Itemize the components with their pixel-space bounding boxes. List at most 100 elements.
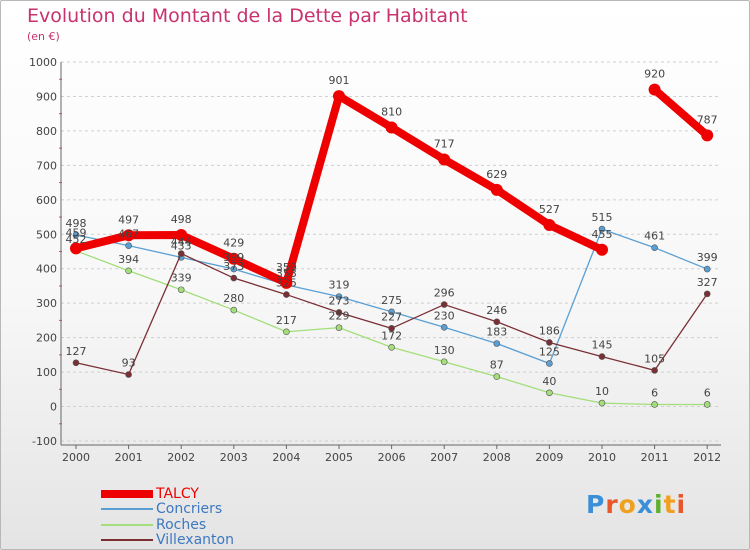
series-line-talcy bbox=[72, 92, 606, 287]
data-label-villexanton: 327 bbox=[697, 276, 718, 289]
x-tick-label: 2005 bbox=[325, 451, 353, 464]
data-point-villexanton bbox=[598, 353, 606, 360]
data-label-roches: 40 bbox=[542, 375, 556, 388]
legend-item-talcy: TALCY bbox=[101, 486, 199, 502]
data-label-concriers: 467 bbox=[118, 228, 139, 241]
data-point-concriers bbox=[546, 360, 553, 367]
logo-letter: t bbox=[663, 490, 677, 519]
data-label-talcy: 717 bbox=[434, 138, 455, 151]
data-point-roches bbox=[283, 328, 290, 336]
data-label-talcy: 787 bbox=[697, 113, 718, 126]
data-label-talcy: 920 bbox=[644, 68, 665, 81]
data-point-roches bbox=[703, 401, 711, 408]
data-point-concriers bbox=[703, 265, 711, 273]
data-label-roches: 172 bbox=[381, 329, 402, 342]
data-label-villexanton: 246 bbox=[486, 304, 507, 317]
x-tick-label: 2011 bbox=[641, 451, 669, 464]
data-label-talcy: 810 bbox=[381, 105, 402, 118]
chart-title: Evolution du Montant de la Dette par Hab… bbox=[27, 5, 468, 27]
y-tick-label: 300 bbox=[36, 297, 57, 310]
data-point-talcy bbox=[122, 229, 135, 242]
data-label-villexanton: 145 bbox=[592, 339, 613, 352]
data-label-villexanton: 373 bbox=[223, 260, 244, 273]
data-point-roches bbox=[388, 343, 395, 351]
data-label-concriers: 183 bbox=[486, 325, 507, 338]
data-point-villexanton bbox=[388, 325, 395, 332]
data-point-concriers bbox=[440, 323, 448, 331]
data-point-concriers bbox=[651, 244, 658, 252]
x-tick-label: 2008 bbox=[483, 451, 511, 464]
data-label-villexanton: 105 bbox=[644, 352, 665, 365]
legend-swatch-talcy bbox=[101, 490, 153, 498]
y-tick-label: 0 bbox=[50, 401, 57, 414]
data-labels: 4984674333993533192752301831255154613994… bbox=[66, 68, 718, 400]
y-tick-label: 800 bbox=[36, 125, 57, 138]
x-tick-label: 2003 bbox=[220, 451, 248, 464]
data-label-roches: 394 bbox=[118, 253, 139, 266]
y-tick-label: 600 bbox=[36, 194, 57, 207]
data-label-talcy: 455 bbox=[592, 228, 613, 241]
logo-letter: x bbox=[636, 490, 654, 519]
data-point-talcy bbox=[70, 242, 82, 255]
legend-swatch-roches bbox=[101, 524, 153, 526]
data-label-talcy: 498 bbox=[171, 213, 192, 226]
data-point-villexanton bbox=[703, 290, 711, 298]
data-point-talcy bbox=[543, 218, 556, 231]
legend-swatch-villexanton bbox=[101, 539, 153, 541]
x-tick-label: 2002 bbox=[167, 451, 195, 464]
data-point-villexanton bbox=[546, 339, 553, 346]
data-label-concriers: 353 bbox=[276, 267, 297, 280]
data-point-talcy bbox=[227, 252, 240, 265]
data-label-villexanton: 325 bbox=[276, 277, 297, 290]
data-point-talcy bbox=[280, 276, 293, 289]
data-point-villexanton bbox=[125, 371, 132, 378]
data-label-villexanton: 444 bbox=[171, 236, 192, 249]
data-point-villexanton bbox=[493, 318, 501, 326]
data-point-concriers bbox=[335, 293, 343, 300]
data-point-villexanton bbox=[440, 301, 448, 308]
y-tick-label: 200 bbox=[36, 332, 57, 345]
data-label-concriers: 230 bbox=[434, 309, 455, 322]
legend-item-villexanton: Villexanton bbox=[101, 532, 234, 548]
x-tick-label: 2009 bbox=[535, 451, 563, 464]
y-tick-label: 700 bbox=[36, 159, 57, 172]
x-tick-label: 2006 bbox=[378, 451, 406, 464]
data-label-villexanton: 227 bbox=[381, 310, 402, 323]
data-label-roches: 87 bbox=[490, 359, 504, 372]
data-label-talcy: 359 bbox=[276, 261, 297, 274]
data-label-roches: 280 bbox=[223, 292, 244, 305]
x-tick-label: 2000 bbox=[62, 451, 90, 464]
data-label-concriers: 433 bbox=[171, 239, 192, 252]
data-point-roches bbox=[493, 373, 501, 380]
data-label-villexanton: 273 bbox=[329, 294, 350, 307]
data-label-villexanton: 186 bbox=[539, 324, 560, 337]
data-point-roches bbox=[335, 324, 343, 331]
data-point-roches bbox=[125, 267, 132, 275]
data-point-talcy bbox=[385, 121, 398, 134]
data-label-talcy: 901 bbox=[329, 74, 350, 87]
data-point-talcy bbox=[333, 90, 345, 103]
data-label-roches: 339 bbox=[171, 272, 192, 285]
data-label-roches: 6 bbox=[704, 386, 711, 399]
data-point-villexanton bbox=[177, 250, 185, 257]
data-label-concriers: 125 bbox=[539, 345, 560, 358]
data-point-talcy bbox=[648, 83, 661, 96]
data-label-roches: 6 bbox=[651, 386, 658, 399]
y-tick-label: 400 bbox=[36, 263, 57, 276]
data-point-concriers bbox=[388, 308, 395, 316]
data-label-roches: 217 bbox=[276, 314, 297, 327]
logo-letter: P bbox=[586, 490, 606, 519]
data-label-concriers: 461 bbox=[644, 230, 665, 243]
y-tick-label: -100 bbox=[32, 435, 57, 448]
data-label-talcy: 429 bbox=[223, 237, 244, 250]
legend-label-talcy: TALCY bbox=[156, 486, 199, 502]
data-point-talcy bbox=[438, 153, 451, 166]
data-point-roches bbox=[598, 399, 606, 407]
data-label-talcy: 527 bbox=[539, 203, 560, 216]
data-label-villexanton: 127 bbox=[66, 345, 87, 358]
y-tick-label: 100 bbox=[36, 366, 57, 379]
data-point-villexanton bbox=[651, 367, 658, 374]
data-point-roches bbox=[546, 389, 553, 397]
